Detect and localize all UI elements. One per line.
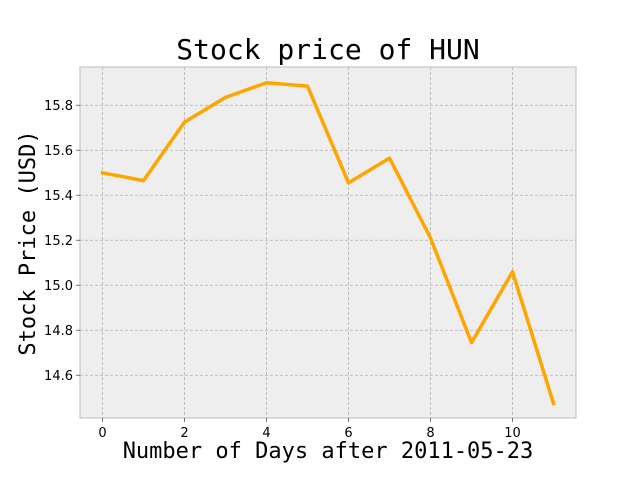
plot-border (79, 66, 577, 419)
chart-title: Stock price of HUN (176, 33, 479, 66)
y-tick-label: 15.8 (44, 99, 73, 114)
x-axis-label: Number of Days after 2011-05-23 (123, 439, 534, 464)
grid (80, 67, 576, 418)
series-layer (100, 81, 556, 406)
x-tick-label: 6 (344, 426, 352, 441)
y-axis-label: Stock Price (USD) (16, 130, 41, 355)
x-tick-label: 8 (426, 426, 434, 441)
y-tick-label: 15.2 (44, 234, 73, 249)
y-axis: 14.6 14.8 15.0 15.2 15.4 15.6 15.8 (44, 99, 80, 384)
x-tick-label: 2 (180, 426, 188, 441)
x-tick-label: 0 (98, 426, 106, 441)
x-axis: 0 2 4 6 8 10 (98, 418, 521, 441)
y-tick-label: 15.0 (44, 279, 73, 294)
x-tick-label: 10 (504, 426, 521, 441)
y-tick-label: 15.6 (44, 144, 73, 159)
y-tick-label: 14.8 (44, 324, 73, 339)
plot-area (80, 67, 576, 418)
y-tick-label: 14.6 (44, 369, 73, 384)
plot-frame (79, 66, 577, 419)
x-tick-label: 4 (262, 426, 270, 441)
y-tick-label: 15.4 (44, 189, 73, 204)
series-line (100, 81, 556, 406)
